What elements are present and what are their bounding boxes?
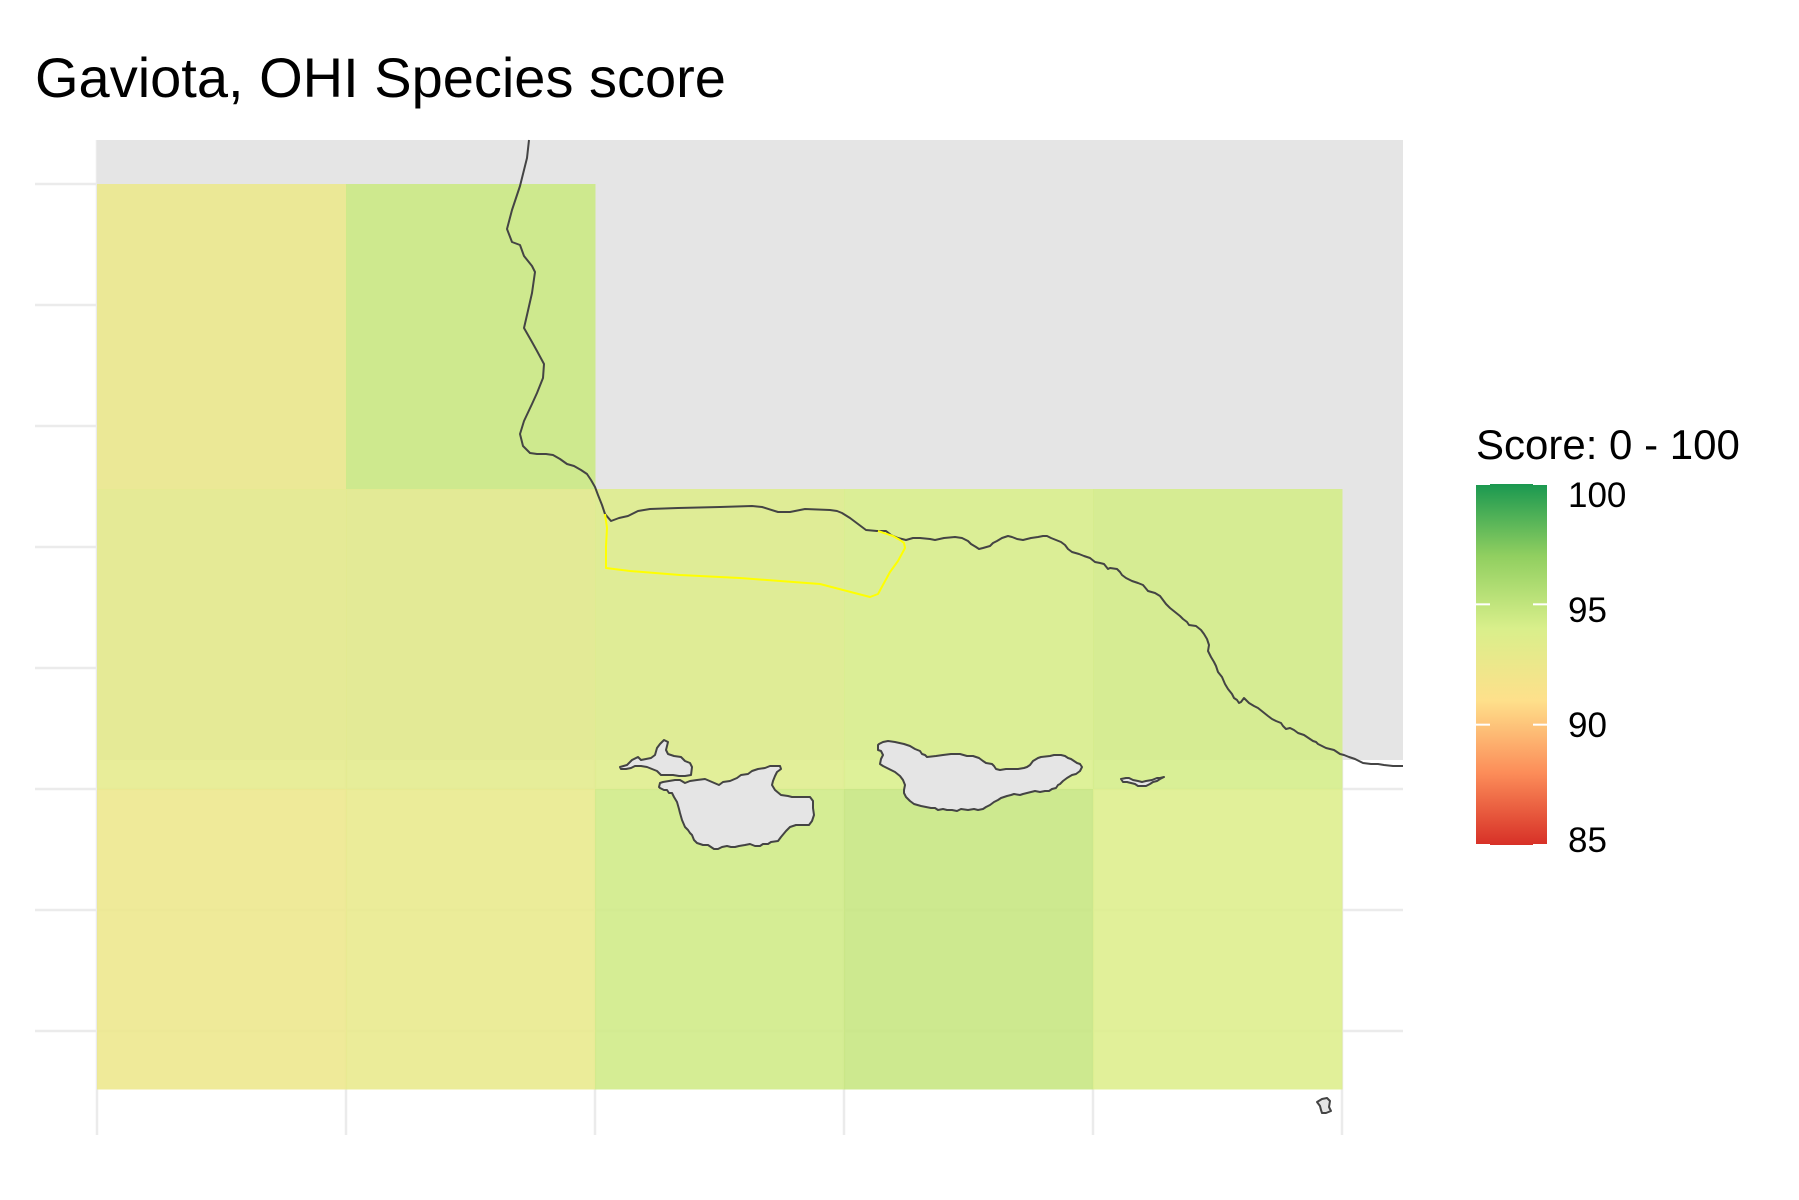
score-cell-r1-c2	[595, 489, 845, 790]
score-cell-r0-c1	[346, 184, 596, 490]
legend-colorbar	[1476, 484, 1547, 845]
mainland-coastline	[506, 139, 1403, 767]
score-cells	[97, 184, 1343, 1090]
legend-title: Score: 0 - 100	[1476, 421, 1740, 468]
legend-tick-label-90: 90	[1568, 706, 1607, 745]
island-santa-rosa	[658, 765, 815, 850]
score-cell-r2-c4	[1093, 789, 1343, 1090]
score-cell-r2-c3	[844, 789, 1094, 1090]
study-area-outline	[604, 513, 906, 598]
score-cell-r2-c1	[346, 789, 596, 1090]
score-cell-r0-c0	[97, 184, 347, 490]
legend-tick-label-100: 100	[1568, 476, 1627, 515]
island-santa-barbara	[1316, 1097, 1332, 1114]
score-cell-r1-c4	[1093, 489, 1343, 790]
score-cell-r2-c0	[97, 789, 347, 1090]
legend-tick-label-95: 95	[1568, 591, 1607, 630]
legend-tick-label-85: 85	[1568, 821, 1607, 860]
island-san-miguel	[619, 739, 693, 777]
score-cell-r1-c1	[346, 489, 596, 790]
legend-ticks	[1476, 483, 1547, 846]
island-santa-cruz	[877, 740, 1083, 812]
map-title: Gaviota, OHI Species score	[35, 46, 726, 109]
score-cell-r1-c0	[97, 489, 347, 790]
island-anacapa	[1120, 776, 1165, 787]
